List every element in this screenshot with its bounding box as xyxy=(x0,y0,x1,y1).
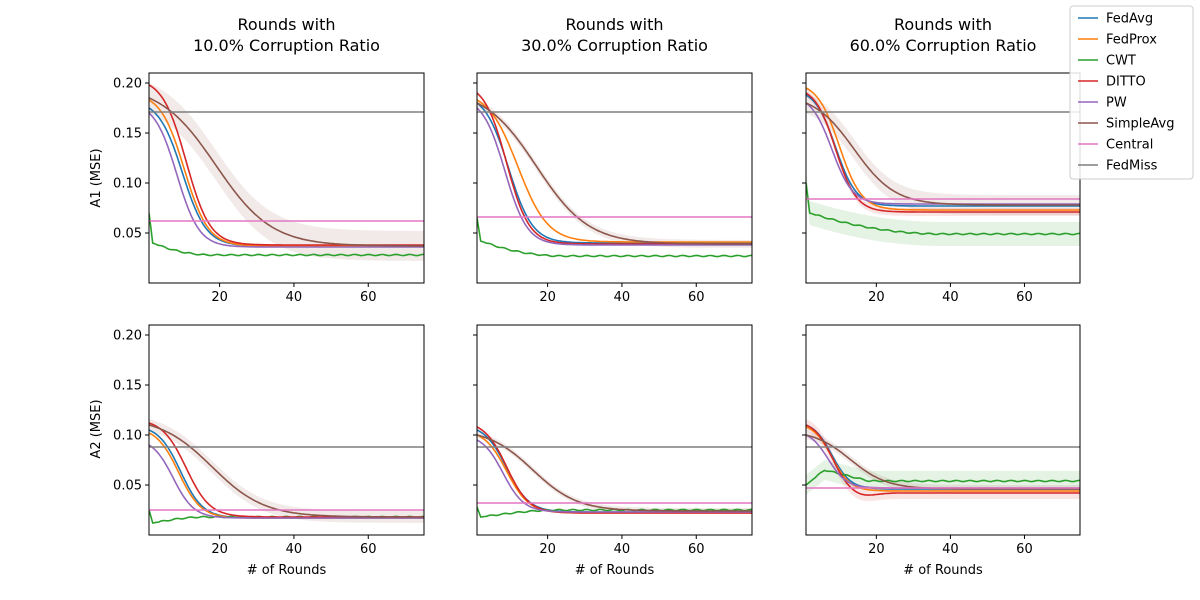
x-tick-label: 60 xyxy=(360,542,377,557)
x-axis-label: # of Rounds xyxy=(247,563,327,578)
band-simpleavg xyxy=(806,93,1080,215)
axes-frame xyxy=(476,324,753,536)
panels: 20 40 60 0.05 0.10 0.15 0.20 Rounds with 10.0% C… xyxy=(113,15,1081,578)
panel-5: 20 40 60 # of Rounds xyxy=(473,324,753,578)
plot-area xyxy=(149,419,424,524)
band-simpleavg xyxy=(477,432,752,514)
band-simpleavg xyxy=(149,83,424,261)
x-tick-label: 20 xyxy=(539,542,556,557)
panel-title: 30.0% Corruption Ratio xyxy=(521,36,708,55)
y-tick-label: 0.05 xyxy=(113,479,142,494)
plot-area xyxy=(806,419,1080,502)
axes-frame xyxy=(148,72,425,284)
panel-3: 20 40 60 Rounds with 60.0% Corruption Ratio xyxy=(802,15,1081,305)
panel-title: 60.0% Corruption Ratio xyxy=(850,36,1037,55)
x-tick-label: 40 xyxy=(286,542,303,557)
row-ylabel-a2: A2 (MSE) xyxy=(89,399,104,458)
panel-title: Rounds with xyxy=(238,15,336,34)
legend-label-pw: PW xyxy=(1106,96,1127,111)
series-pw xyxy=(149,112,424,248)
series-pw xyxy=(806,102,1080,205)
series-simpleavg xyxy=(806,102,1080,206)
band-cwt xyxy=(806,460,1080,495)
y-tick-label: 0.15 xyxy=(113,379,142,394)
axes-frame xyxy=(805,324,1081,536)
y-tick-label: 0.20 xyxy=(113,77,142,92)
legend-label-fedprox: FedProx xyxy=(1106,33,1157,48)
x-tick-label: 40 xyxy=(942,290,959,305)
panel-1: 20 40 60 0.05 0.10 0.15 0.20 Rounds with 10.0% C… xyxy=(113,15,425,305)
series-pw xyxy=(477,107,752,246)
legend: FedAvg FedProx CWT DITTO PW SimpleAvg Central F… xyxy=(1069,5,1194,180)
x-tick-label: 20 xyxy=(539,290,556,305)
x-tick-label: 20 xyxy=(211,290,228,305)
series-cwt xyxy=(477,217,752,258)
panel-4: 20 40 60 0.05 0.10 0.15 0.20 # of Rounds xyxy=(113,324,425,578)
y-tick-label: 0.10 xyxy=(113,177,142,192)
row-ylabel-a1: A1 (MSE) xyxy=(89,148,104,207)
series-simpleavg xyxy=(477,434,752,512)
legend-label-ditto: DITTO xyxy=(1106,75,1146,90)
x-tick-label: 60 xyxy=(360,290,377,305)
plot-area xyxy=(477,426,752,518)
plot-area xyxy=(149,83,424,261)
x-tick-label: 60 xyxy=(688,290,705,305)
series-ditto xyxy=(149,422,424,518)
panel-6: 20 40 60 # of Rounds xyxy=(802,324,1081,578)
series-fedavg xyxy=(477,102,752,244)
axes-frame xyxy=(148,324,425,536)
band-simpleavg xyxy=(806,431,1080,493)
legend-label-central: Central xyxy=(1106,138,1153,153)
legend-label-cwt: CWT xyxy=(1106,54,1136,69)
x-tick-label: 60 xyxy=(1016,290,1033,305)
band-simpleavg xyxy=(477,99,752,248)
x-tick-label: 40 xyxy=(286,290,303,305)
x-tick-label: 20 xyxy=(211,542,228,557)
series-simpleavg xyxy=(149,97,424,247)
x-axis-label: # of Rounds xyxy=(903,563,983,578)
x-tick-label: 20 xyxy=(868,290,885,305)
x-tick-label: 40 xyxy=(942,542,959,557)
legend-frame xyxy=(1069,5,1194,180)
series-fedprox xyxy=(806,87,1080,211)
series-pw xyxy=(477,439,752,513)
band-simpleavg xyxy=(149,419,424,523)
x-tick-label: 20 xyxy=(868,542,885,557)
panel-2: 20 40 60 Rounds with 30.0% Corruption Ratio xyxy=(473,15,753,305)
series-ditto xyxy=(477,426,752,514)
x-tick-label: 60 xyxy=(688,542,705,557)
y-tick-label: 0.05 xyxy=(113,227,142,242)
legend-label-fedavg: FedAvg xyxy=(1106,12,1153,27)
panel-title: 10.0% Corruption Ratio xyxy=(193,36,380,55)
y-tick-label: 0.20 xyxy=(113,329,142,344)
x-tick-label: 40 xyxy=(614,290,631,305)
y-tick-label: 0.15 xyxy=(113,127,142,142)
series-cwt xyxy=(806,182,1080,236)
series-cwt xyxy=(806,469,1080,486)
series-simpleavg xyxy=(477,102,752,245)
series-pw xyxy=(149,444,424,519)
x-tick-label: 40 xyxy=(614,542,631,557)
series-simpleavg xyxy=(149,424,424,518)
panel-title: Rounds with xyxy=(566,15,664,34)
x-tick-label: 60 xyxy=(1016,542,1033,557)
legend-label-simpleavg: SimpleAvg xyxy=(1106,117,1174,132)
series-fedprox xyxy=(477,99,752,243)
legend-label-fedmiss: FedMiss xyxy=(1106,159,1158,174)
panel-title: Rounds with xyxy=(894,15,992,34)
x-axis-label: # of Rounds xyxy=(575,563,655,578)
axes-frame xyxy=(476,72,753,284)
series-cwt xyxy=(149,212,424,257)
plot-area xyxy=(806,87,1080,246)
y-tick-label: 0.10 xyxy=(113,429,142,444)
series-fedavg xyxy=(806,94,1080,207)
plot-area xyxy=(477,92,752,258)
series-fedavg xyxy=(477,429,752,513)
